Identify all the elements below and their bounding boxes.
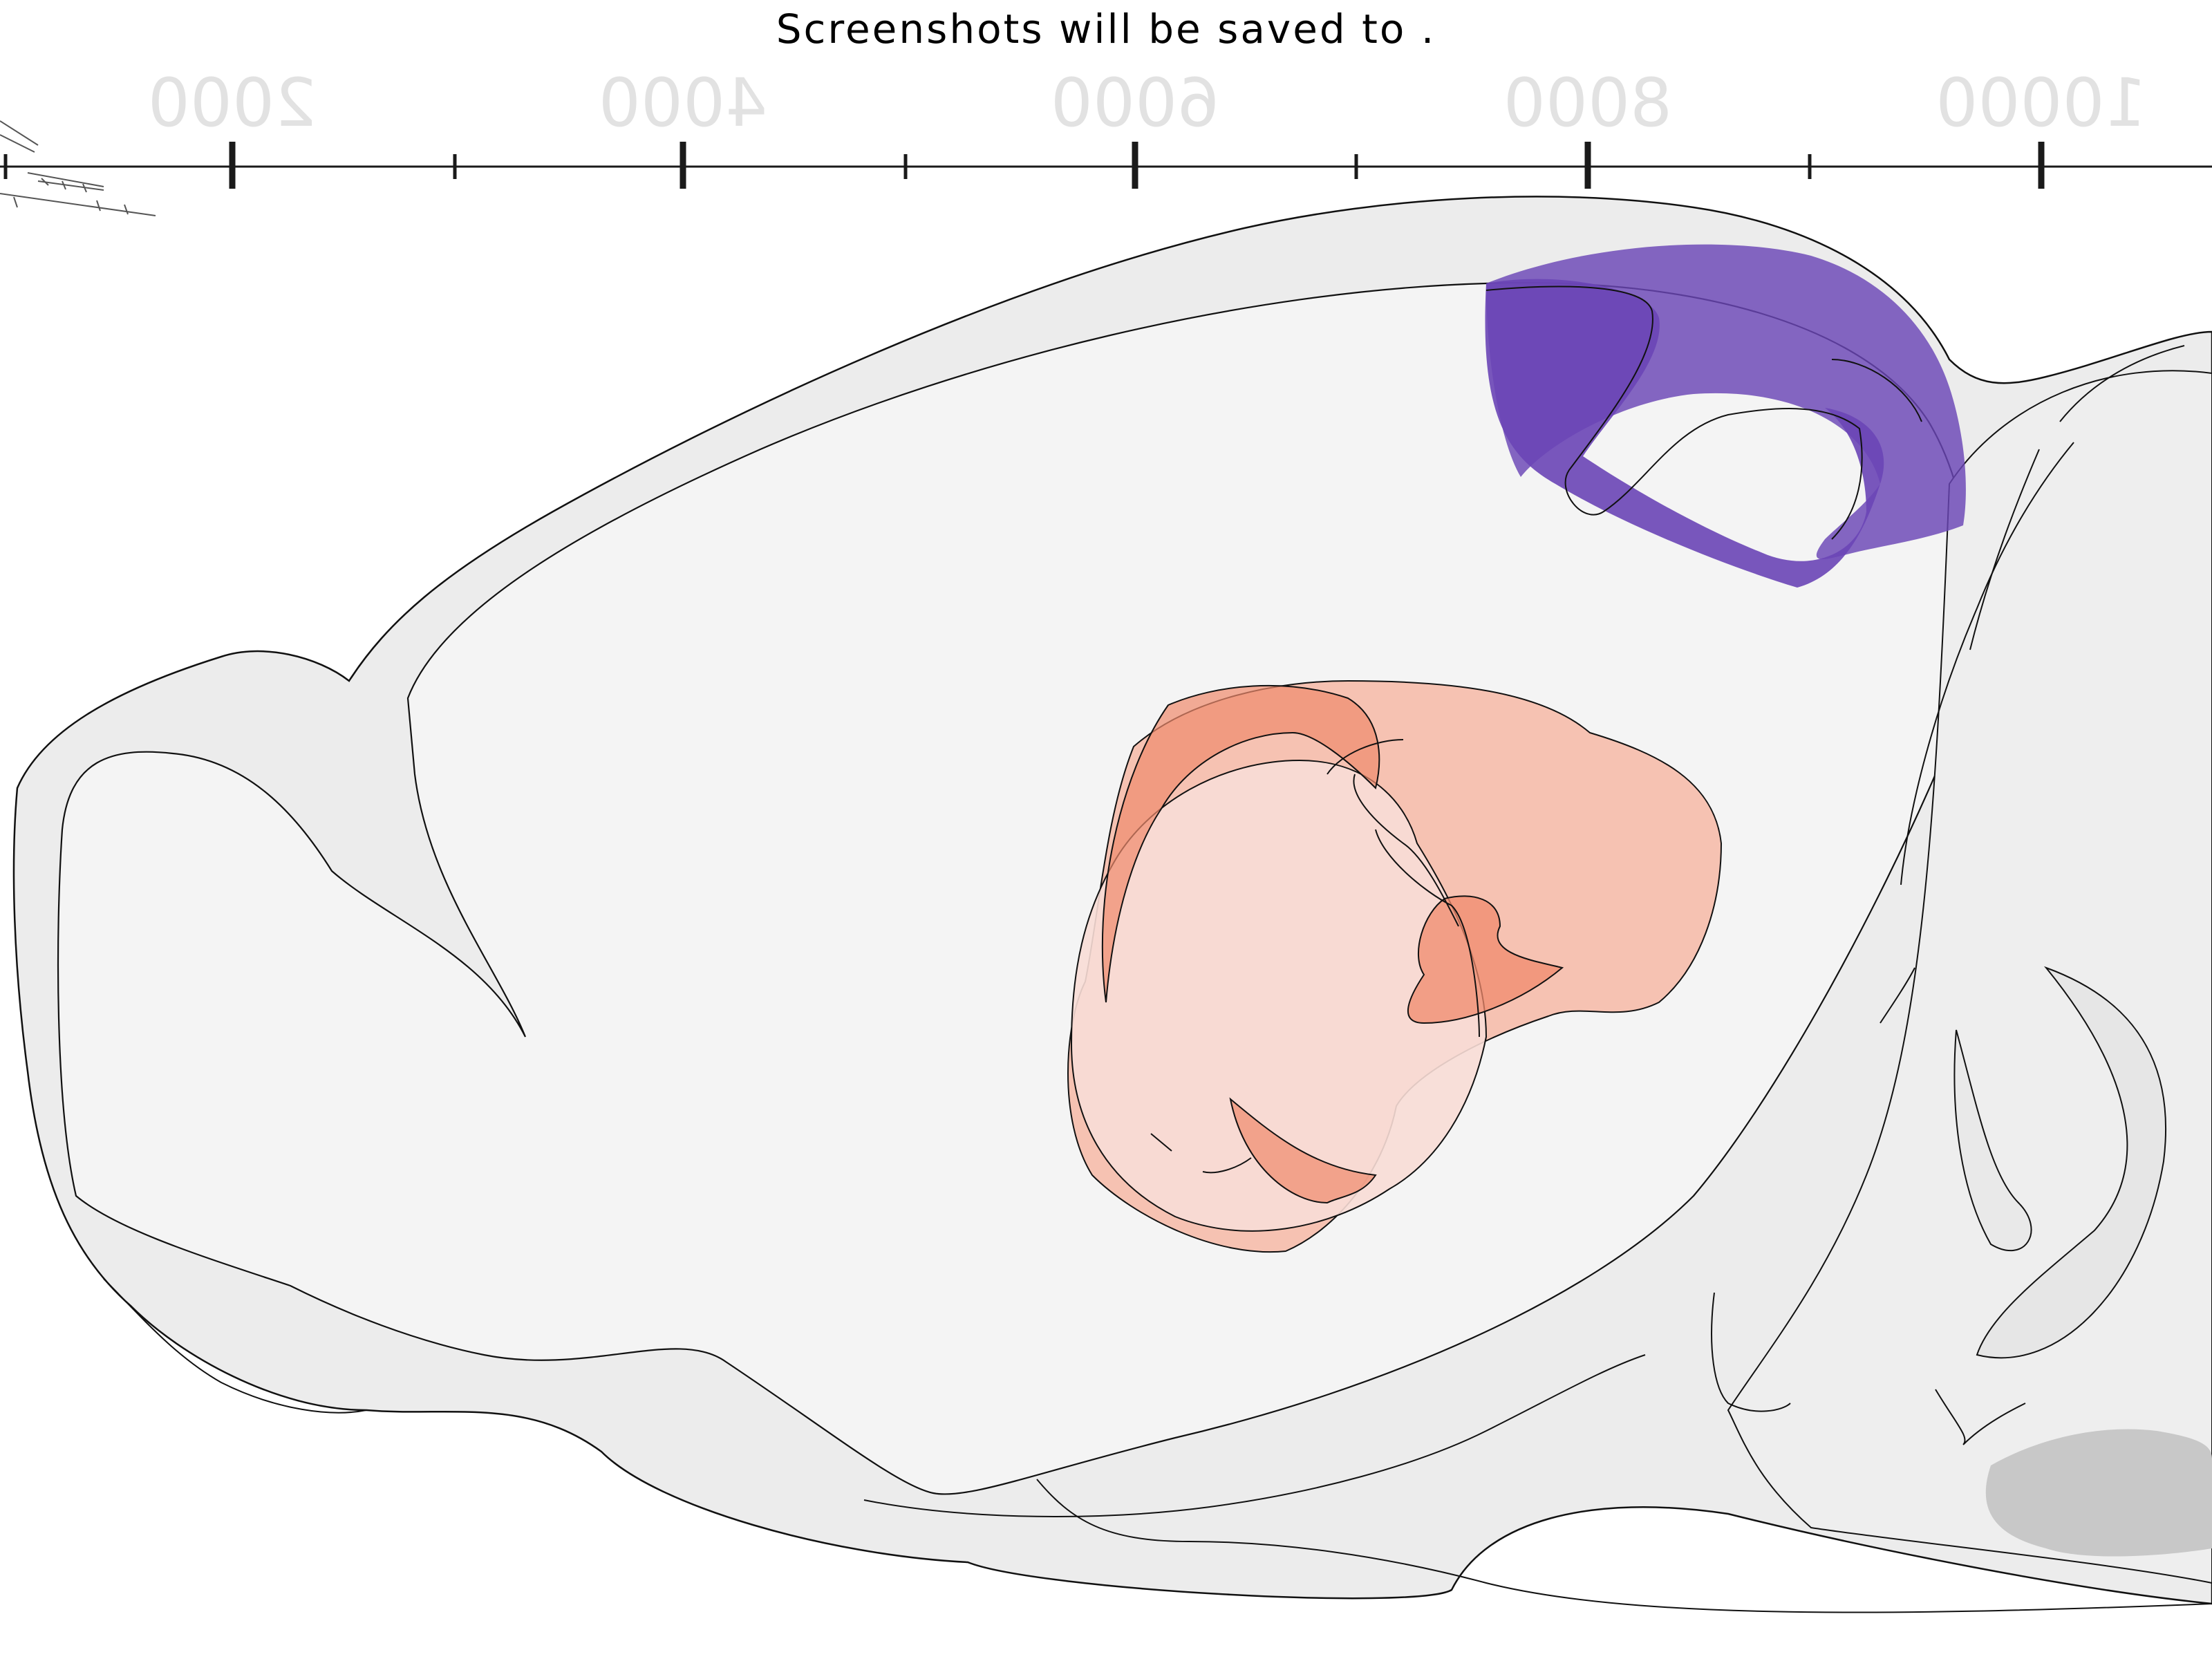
status-message: Screenshots will be saved to . (776, 6, 1436, 53)
central-subregion-c (1229, 1097, 1377, 1204)
ruler-tick-label: 4000 (599, 64, 767, 142)
central-small-marks (1150, 1133, 1252, 1174)
ruler-tick-label: 6000 (1051, 64, 1219, 142)
dorsal-outline-2 (1831, 359, 1922, 422)
ruler-tick-label: 2000 (148, 64, 317, 142)
midbrain-lobe (1953, 1029, 2032, 1252)
ruler-tick-labels: 2000 4000 6000 8000 10000 (148, 64, 2147, 142)
central-region-inner (1070, 759, 1488, 1232)
dorsal-region (1485, 244, 1966, 588)
ruler-tick-label: 10000 (1936, 64, 2146, 142)
dorsal-outline (1485, 285, 1863, 540)
cerebellum-arc (1976, 966, 2167, 1359)
central-subregion-b (1407, 895, 1564, 1024)
orientation-glyph (0, 120, 156, 216)
ruler-tick-label: 8000 (1503, 64, 1672, 142)
ruler-ticks (3, 142, 2045, 189)
olfactory-contour (103, 1278, 367, 1414)
hindbrain-contours (1711, 345, 2185, 1445)
central-inner-contour (1327, 739, 1480, 1038)
dorsal-region-dark (1485, 279, 1884, 588)
ventral-contour (863, 1354, 1646, 1517)
hindbrain-shade (1985, 1429, 2212, 1557)
central-subregion-a (1101, 684, 1380, 1003)
central-region (1067, 679, 1723, 1253)
scale-ruler: 2000 4000 6000 8000 10000 (0, 64, 2212, 216)
ventral-contour-2 (1036, 1479, 2212, 1613)
